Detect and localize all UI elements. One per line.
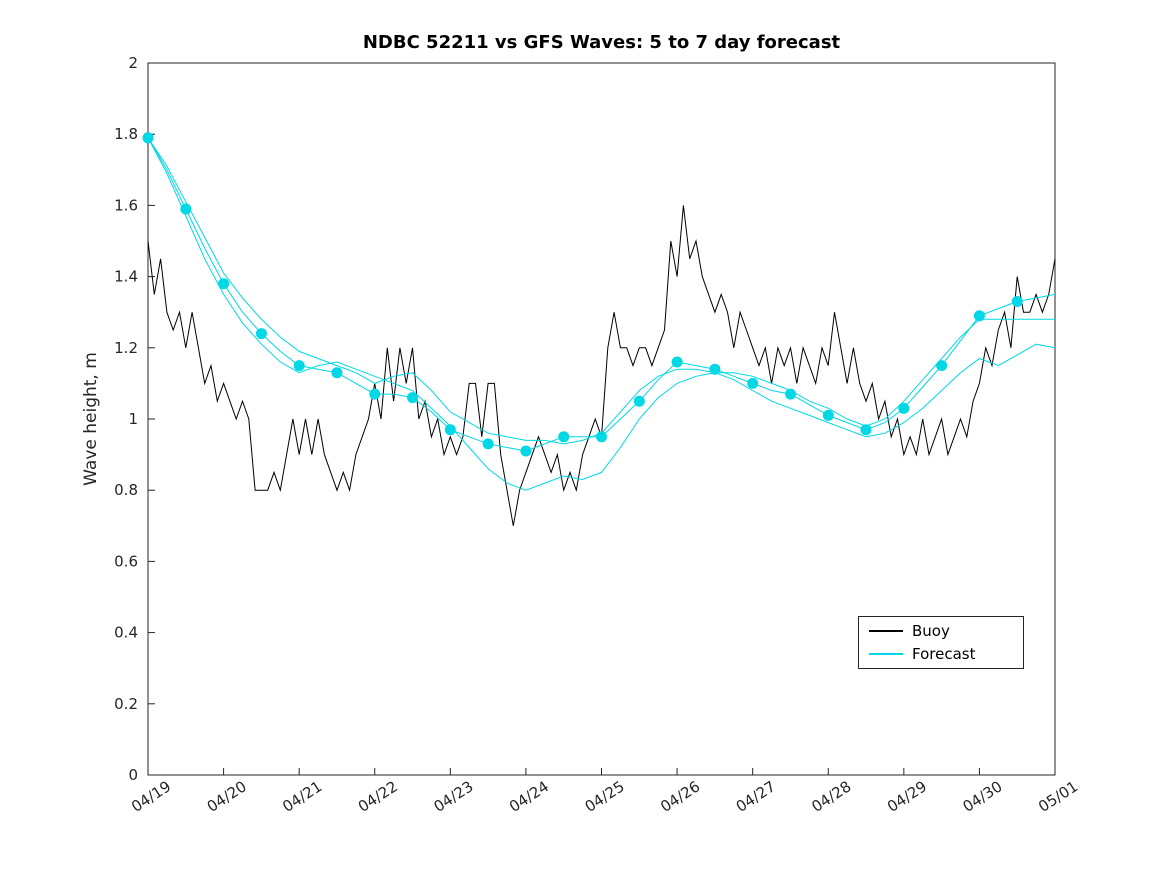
x-tick-label: 04/21	[279, 777, 325, 816]
x-tick-label: 04/20	[204, 777, 250, 816]
forecast-marker	[898, 402, 910, 414]
x-tick-label: 04/23	[430, 777, 476, 816]
buoy-series-line	[147, 205, 1056, 526]
y-tick-label: 0	[128, 766, 138, 784]
forecast-marker	[709, 363, 721, 375]
legend-entry-buoy: Buoy	[859, 622, 1023, 640]
legend-entry-forecast: Forecast	[859, 645, 1023, 663]
chart-title: NDBC 52211 vs GFS Waves: 5 to 7 day fore…	[362, 32, 841, 53]
forecast-marker	[822, 409, 834, 421]
legend-label-buoy: Buoy	[912, 622, 950, 640]
x-tick-label: 05/01	[1035, 777, 1081, 816]
x-tick-label: 04/29	[884, 777, 930, 816]
y-tick-label: 1.6	[114, 196, 138, 214]
forecast-marker	[407, 392, 418, 404]
y-tick-label: 1	[128, 410, 138, 428]
forecast-marker	[671, 356, 683, 368]
forecast-marker	[482, 438, 494, 450]
y-tick-label: 0.4	[114, 624, 138, 642]
forecast-marker	[293, 360, 305, 372]
y-tick-label: 1.8	[114, 125, 138, 143]
forecast-marker	[860, 424, 872, 436]
y-tick-label: 1.2	[114, 339, 138, 357]
forecast-marker	[747, 377, 759, 389]
y-tick-label: 0.2	[114, 695, 138, 713]
forecast-line-swatch	[869, 653, 903, 655]
forecast-marker	[180, 203, 192, 215]
forecast-marker	[973, 310, 985, 322]
forecast-marker	[331, 367, 343, 379]
forecast-marker	[1011, 296, 1023, 307]
forecast-marker	[936, 360, 948, 372]
y-tick-label: 1.4	[114, 268, 138, 286]
forecast-marker	[633, 395, 645, 407]
x-tick-label: 04/25	[582, 777, 628, 816]
forecast-series-line	[147, 137, 1056, 452]
x-tick-label: 04/30	[960, 777, 1006, 816]
forecast-marker	[369, 388, 381, 400]
forecast-series-line	[147, 137, 1055, 445]
y-tick-label: 0.6	[114, 552, 138, 570]
x-tick-label: 04/27	[733, 777, 779, 816]
y-tick-label: 0.8	[114, 481, 138, 499]
legend: Buoy Forecast	[858, 616, 1024, 669]
forecast-marker	[520, 445, 532, 457]
x-tick-label: 04/26	[657, 777, 703, 816]
forecast-marker	[596, 431, 607, 443]
legend-label-forecast: Forecast	[912, 645, 976, 663]
forecast-marker	[558, 431, 570, 443]
forecast-marker	[142, 132, 154, 144]
x-tick-label: 04/28	[808, 777, 854, 816]
y-tick-label: 2	[128, 54, 138, 72]
forecast-marker	[785, 388, 796, 400]
forecast-marker	[218, 278, 230, 290]
forecast-marker	[255, 328, 267, 340]
buoy-line-swatch	[869, 630, 903, 632]
forecast-marker	[444, 424, 456, 436]
x-tick-label: 04/22	[355, 777, 401, 816]
x-tick-label: 04/24	[506, 777, 552, 816]
forecast-series-line	[147, 137, 1056, 491]
